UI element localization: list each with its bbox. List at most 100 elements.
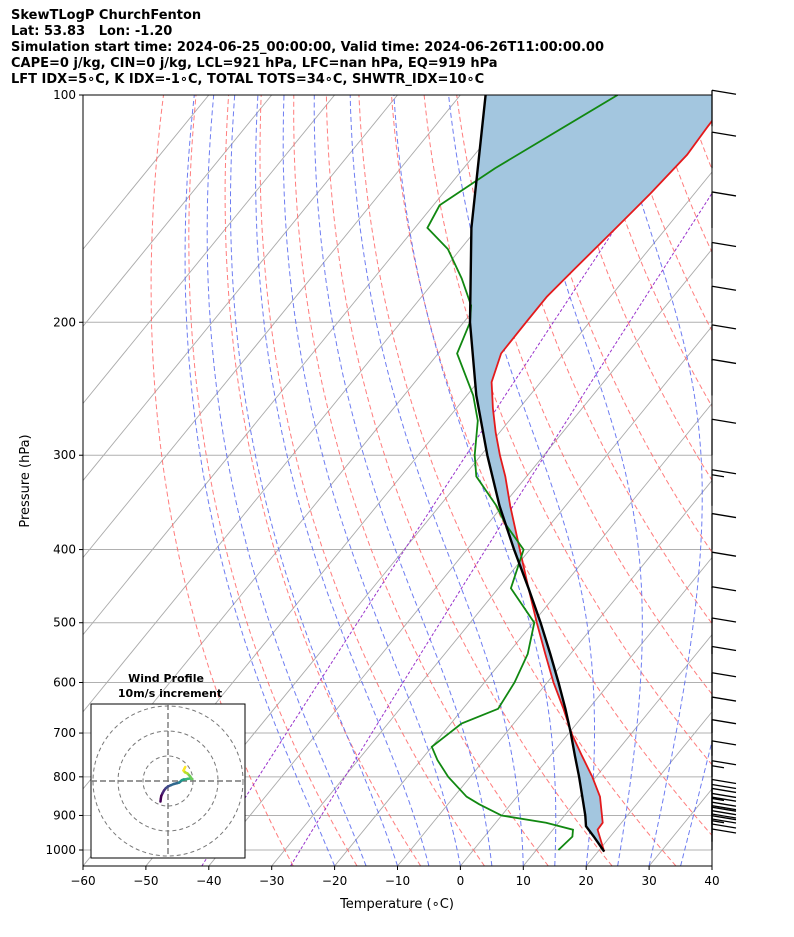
y-tick-label: 300 — [53, 448, 76, 462]
dry-adiabat-line — [783, 95, 794, 866]
wind-barb — [711, 324, 737, 361]
isotherm-line — [585, 711, 712, 866]
moist-adiabat-line — [711, 864, 712, 866]
wind-barb — [711, 645, 737, 683]
wind-barb — [711, 285, 737, 323]
wind-barb — [711, 551, 737, 589]
moist-adiabat-line — [393, 95, 557, 866]
isotherm-line — [83, 95, 335, 405]
isotherm-line — [83, 95, 398, 482]
chart-title: SkewTLogP ChurchFenton — [11, 8, 202, 23]
hodograph-plot — [91, 704, 245, 858]
dry-adiabat-line — [150, 95, 294, 866]
y-tick-label: 200 — [53, 315, 76, 329]
dry-adiabat-line — [684, 95, 712, 171]
dry-adiabat-line — [391, 95, 712, 837]
dewpoint-line — [426, 95, 619, 851]
y-tick-label: 400 — [53, 543, 76, 557]
wind-barbs — [711, 89, 737, 851]
isotherm-line — [83, 95, 210, 250]
dry-adiabat-line — [619, 95, 712, 332]
dry-adiabat-line — [259, 95, 485, 866]
dry-adiabat-line — [750, 95, 794, 866]
y-tick-label: 700 — [53, 726, 76, 740]
moist-adiabat-line — [610, 95, 703, 866]
instability-shade — [470, 95, 712, 852]
isotherm-line — [334, 402, 712, 866]
hodograph-segment — [183, 765, 187, 770]
wind-barb — [711, 617, 737, 654]
x-tick-label: 0 — [457, 874, 465, 888]
time-line: Simulation start time: 2024-06-25_00:00:… — [11, 40, 604, 55]
isotherm-line — [83, 95, 273, 328]
wind-barb — [711, 89, 737, 127]
wind-barb — [711, 512, 737, 550]
wind-barb — [711, 418, 737, 456]
x-tick-label: 10 — [516, 874, 531, 888]
x-tick-label: −60 — [70, 874, 95, 888]
x-axis-label: Temperature (∘C) — [339, 897, 454, 912]
dry-adiabat-line — [651, 95, 712, 254]
wind-barb — [711, 191, 737, 228]
moist-adiabat-lines — [184, 95, 712, 866]
dry-adiabat-line — [293, 95, 549, 866]
y-tick-label: 900 — [53, 808, 76, 822]
dry-adiabat-line — [358, 95, 677, 866]
x-tick-label: −20 — [322, 874, 347, 888]
cape-line: CAPE=0 j/kg, CIN=0 j/kg, LCL=921 hPa, LF… — [11, 56, 498, 71]
isotherm-line — [271, 325, 712, 866]
isotherm-line — [648, 788, 712, 866]
moist-adiabat-line — [230, 95, 398, 866]
wind-barb — [711, 696, 737, 734]
isotherm-line — [522, 633, 712, 866]
isotherm-line — [460, 556, 712, 866]
y-tick-label: 800 — [53, 770, 76, 784]
x-axis-ticks: −60 −50 −40 −30 −20 −10 0 10 20 30 40 — [70, 866, 720, 888]
moist-adiabat-line — [518, 95, 643, 866]
index-line: LFT IDX=5∘C, K IDX=-1∘C, TOTAL TOTS=34∘C… — [11, 72, 485, 87]
moist-adiabat-line — [282, 95, 461, 866]
parcel-path-line — [468, 95, 606, 853]
x-tick-label: 20 — [579, 874, 594, 888]
x-tick-label: −40 — [196, 874, 221, 888]
isotherm-line — [83, 95, 461, 559]
wind-barb — [711, 586, 737, 623]
moist-adiabat-line — [349, 95, 524, 866]
y-axis-label: Pressure (hPa) — [18, 434, 33, 527]
hodograph-title: Wind Profile — [128, 672, 204, 685]
wind-barb — [711, 740, 737, 777]
wind-barb — [711, 719, 737, 756]
y-axis-ticks: 1000 900 800 700 600 500 400 300 200 100 — [45, 88, 83, 857]
dry-adiabat-line — [423, 95, 712, 766]
x-tick-label: −50 — [133, 874, 158, 888]
x-tick-label: −10 — [385, 874, 410, 888]
temperature-line — [490, 119, 712, 852]
isotherm-line — [83, 95, 524, 636]
x-tick-label: 30 — [641, 874, 656, 888]
wind-barb — [711, 469, 737, 506]
y-tick-label: 100 — [53, 88, 76, 102]
wind-barb — [711, 131, 737, 169]
moist-adiabat-line — [680, 739, 712, 866]
dry-adiabat-line — [717, 95, 794, 866]
x-tick-label: 40 — [704, 874, 719, 888]
chart-header: SkewTLogP ChurchFenton Lat: 53.83 Lon: -… — [11, 8, 604, 88]
hodograph-subtitle: 10m/s increment — [118, 687, 222, 700]
moist-adiabat-line — [255, 95, 430, 866]
wind-barb — [711, 241, 737, 279]
dry-adiabat-line — [188, 95, 358, 866]
dry-adiabat-line — [521, 95, 712, 554]
location-line: Lat: 53.83 Lon: -1.20 — [11, 24, 173, 39]
dry-adiabat-line — [488, 95, 712, 625]
hodograph-inset: Wind Profile 10m/s increment — [90, 672, 246, 859]
isotherm-line — [397, 479, 712, 866]
plot-area — [83, 95, 794, 866]
moist-adiabat-line — [313, 95, 493, 866]
dry-adiabat-line — [224, 95, 422, 866]
wind-barb — [711, 672, 737, 709]
moist-adiabat-line — [206, 95, 367, 866]
moist-adiabat-line — [184, 95, 336, 866]
y-tick-label: 500 — [53, 616, 76, 630]
x-tick-label: −30 — [259, 874, 284, 888]
